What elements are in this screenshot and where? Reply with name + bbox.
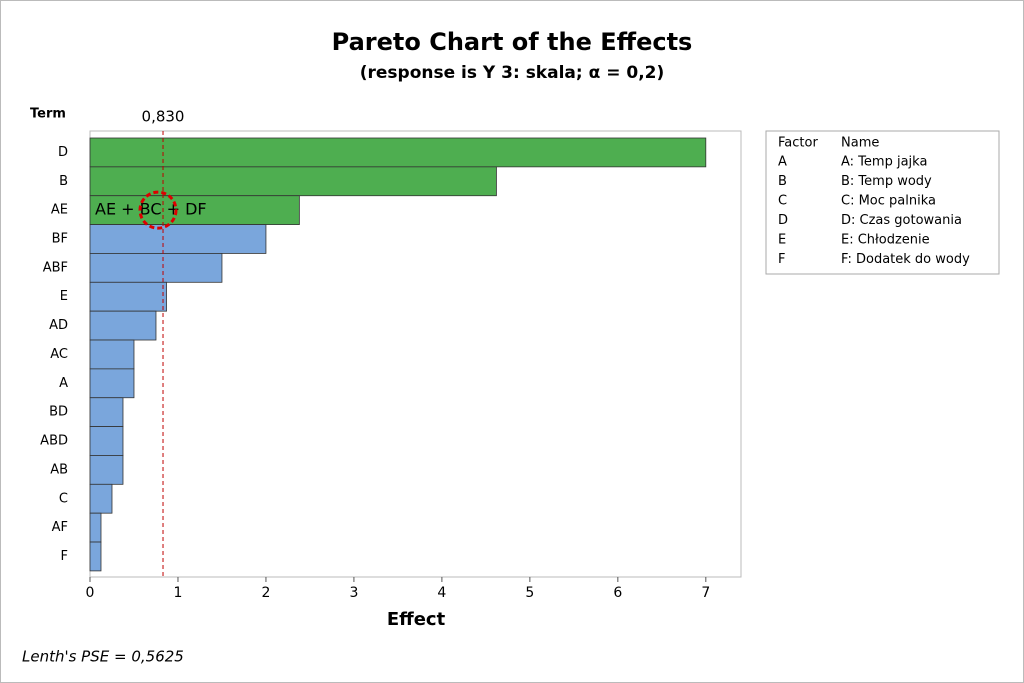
bar bbox=[89, 310, 157, 341]
bar bbox=[89, 224, 267, 254]
y-tick-label: ABF bbox=[43, 260, 68, 275]
y-tick-label: AE bbox=[51, 203, 68, 218]
factor-legend-box bbox=[765, 130, 1000, 275]
legend-header: Factor bbox=[778, 136, 818, 151]
reference-label: 0,830 bbox=[142, 108, 185, 126]
x-tick-label: 3 bbox=[349, 585, 358, 601]
bar bbox=[89, 426, 124, 456]
legend-cell: F bbox=[778, 252, 785, 267]
chart-title: Pareto Chart of the Effects bbox=[332, 28, 693, 56]
legend-cell: C: Moc palnika bbox=[841, 194, 936, 209]
x-tick-label: 7 bbox=[701, 585, 710, 601]
legend-cell: A: Temp jajka bbox=[841, 155, 927, 170]
y-tick-label: E bbox=[60, 289, 68, 304]
legend-cell: D bbox=[778, 213, 788, 228]
y-tick-label: AC bbox=[50, 347, 68, 362]
y-tick-label: C bbox=[59, 491, 68, 506]
legend-cell: B bbox=[778, 174, 787, 189]
y-axis-label: Term bbox=[30, 107, 66, 122]
y-tick-label: AB bbox=[50, 462, 68, 477]
x-tick-label: 0 bbox=[86, 585, 95, 601]
bar bbox=[89, 195, 300, 225]
x-tick-label: 6 bbox=[613, 585, 622, 601]
bar bbox=[89, 137, 707, 168]
bar bbox=[89, 455, 124, 485]
x-tick-label: 5 bbox=[525, 585, 534, 601]
annotation: AE + BC + DF bbox=[95, 200, 207, 219]
y-tick-label: BD bbox=[49, 405, 68, 420]
bar bbox=[89, 541, 102, 572]
y-tick-label: A bbox=[59, 376, 68, 391]
bar bbox=[89, 397, 124, 427]
legend-cell: E bbox=[778, 233, 786, 248]
bar bbox=[89, 166, 497, 197]
legend-cell: D: Czas gotowania bbox=[841, 213, 962, 228]
annotation-circle bbox=[138, 190, 178, 230]
legend-cell: E: Chłodzenie bbox=[841, 233, 930, 248]
y-tick-label: B bbox=[59, 174, 68, 189]
legend-header: Name bbox=[841, 136, 879, 151]
x-axis-label: Effect bbox=[387, 609, 446, 630]
x-tick-label: 4 bbox=[437, 585, 446, 601]
legend-cell: B: Temp wody bbox=[841, 174, 932, 189]
y-tick-label: ABD bbox=[40, 434, 68, 449]
legend-cell: F: Dodatek do wody bbox=[841, 252, 970, 267]
bar bbox=[89, 483, 113, 514]
footnote: Lenth's PSE = 0,5625 bbox=[22, 648, 184, 666]
y-tick-label: D bbox=[58, 145, 68, 160]
bar bbox=[89, 368, 135, 399]
y-tick-label: F bbox=[61, 549, 68, 564]
bar bbox=[89, 512, 102, 543]
y-tick-label: AD bbox=[49, 318, 68, 333]
chart-subtitle: (response is Y 3: skala; α = 0,2) bbox=[360, 63, 665, 83]
bar bbox=[89, 281, 167, 312]
legend-cell: C bbox=[778, 194, 787, 209]
legend-cell: A bbox=[778, 155, 787, 170]
x-tick-label: 2 bbox=[261, 585, 270, 601]
x-tick-label: 1 bbox=[174, 585, 183, 601]
y-tick-label: BF bbox=[52, 232, 68, 247]
y-tick-label: AF bbox=[52, 520, 68, 535]
bar bbox=[89, 253, 223, 283]
bar bbox=[89, 339, 135, 370]
